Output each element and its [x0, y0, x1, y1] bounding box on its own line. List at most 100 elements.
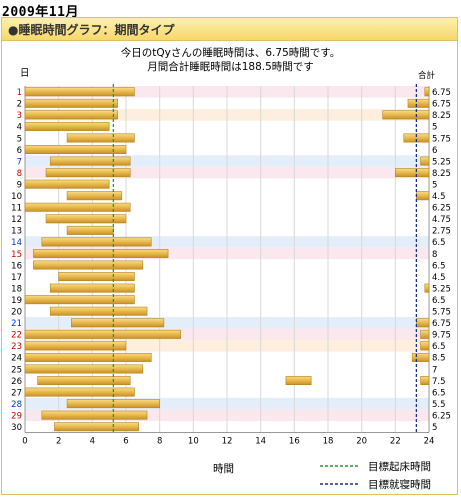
- sleep-bar: [49, 283, 135, 293]
- day-total: 6.75: [432, 319, 451, 329]
- sleep-bar: [24, 202, 131, 212]
- sleep-bar: [37, 376, 131, 386]
- day-total: 8.5: [432, 354, 446, 364]
- x-tick-label: 12: [222, 437, 233, 447]
- x-tick-label: 16: [289, 437, 300, 447]
- x-tick-label: 10: [188, 437, 199, 447]
- day-total: 5.75: [432, 134, 451, 144]
- day-label: 18: [11, 284, 22, 294]
- sleep-bar: [420, 341, 430, 351]
- day-total: 5.75: [432, 308, 451, 318]
- month-title: 2009年11月: [2, 5, 79, 20]
- legend-wake-label: 目標起床時間: [368, 461, 431, 473]
- sleep-bar: [403, 133, 430, 143]
- sleep-bar: [54, 422, 139, 432]
- day-label: 14: [11, 238, 22, 248]
- day-label: 30: [11, 423, 22, 433]
- day-total: 8: [432, 250, 437, 260]
- day-total: 9.75: [432, 331, 451, 341]
- x-tick-label: 18: [323, 437, 334, 447]
- sleep-bar: [411, 352, 430, 362]
- day-total: 5.25: [432, 284, 451, 294]
- day-total: 6: [432, 146, 437, 156]
- day-total: 4.5: [432, 273, 446, 283]
- y-axis-label: 日: [20, 68, 30, 79]
- day-total: 6.5: [432, 261, 446, 271]
- sleep-bar: [70, 318, 165, 328]
- sleep-bar: [45, 214, 127, 224]
- day-label: 28: [11, 400, 22, 410]
- sleep-bar: [24, 98, 118, 108]
- sleep-bar: [33, 260, 144, 270]
- day-total: 6.5: [432, 388, 446, 398]
- day-label: 9: [17, 180, 22, 190]
- sleep-bar: [395, 168, 430, 178]
- day-total: 7: [432, 365, 437, 375]
- x-tick-label: 20: [356, 437, 367, 447]
- sleep-bar: [420, 329, 430, 339]
- day-label: 22: [11, 331, 22, 341]
- sleep-bar: [407, 98, 430, 108]
- day-total: 6.25: [432, 204, 451, 214]
- day-total: 6.75: [432, 88, 451, 98]
- day-label: 29: [11, 411, 22, 421]
- day-label: 20: [11, 308, 22, 318]
- day-label: 5: [17, 134, 22, 144]
- sleep-bar: [45, 168, 131, 178]
- x-tick-label: 2: [56, 437, 61, 447]
- sleep-bar: [66, 191, 123, 201]
- sleep-bar: [24, 295, 135, 305]
- day-label: 8: [17, 169, 22, 179]
- sleep-bar: [33, 249, 169, 258]
- day-total: 6.5: [432, 238, 446, 248]
- day-total: 6.75: [432, 100, 451, 110]
- x-tick-label: 0: [22, 437, 27, 447]
- day-label: 6: [17, 146, 22, 156]
- day-label: 2: [17, 100, 22, 110]
- day-total: 8.25: [432, 111, 451, 121]
- sleep-bar: [24, 329, 182, 339]
- sleep-bar: [58, 272, 135, 282]
- sleep-bar: [416, 318, 430, 328]
- day-label: 13: [11, 227, 22, 237]
- day-label: 7: [17, 157, 22, 167]
- day-total: 5: [432, 123, 437, 133]
- day-label: 1: [17, 88, 22, 98]
- sleep-bar: [24, 364, 144, 374]
- day-total: 5: [432, 180, 437, 190]
- x-tick-label: 8: [157, 437, 162, 447]
- day-total: 4.75: [432, 215, 451, 225]
- day-total: 5.5: [432, 400, 446, 410]
- x-tick-label: 4: [90, 437, 95, 447]
- day-total: 6.5: [432, 296, 446, 306]
- sleep-bar: [24, 145, 127, 155]
- sleep-bar: [41, 237, 152, 247]
- panel-header: ●睡眠時間グラフ：期間タイプ: [2, 18, 457, 41]
- sleep-bar: [24, 341, 127, 351]
- day-total: 5: [432, 423, 437, 433]
- sleep-bar: [420, 156, 430, 166]
- day-label: 25: [11, 365, 22, 375]
- panel-title: ●睡眠時間グラフ：期間タイプ: [8, 23, 175, 37]
- sleep-bar: [66, 225, 114, 235]
- sleep-bar: [66, 133, 135, 143]
- day-label: 23: [11, 342, 22, 352]
- sleep-bar: [49, 156, 131, 166]
- sleep-bar: [416, 191, 430, 201]
- sleep-bar: [285, 376, 312, 386]
- day-total: 8.25: [432, 169, 451, 179]
- sleep-bar: [24, 387, 135, 397]
- sleep-bar: [424, 87, 430, 97]
- day-label: 19: [11, 296, 22, 306]
- day-total: 6.25: [432, 411, 451, 421]
- day-label: 15: [11, 250, 22, 260]
- day-total: 6.5: [432, 342, 446, 352]
- legend-bed-label: 目標就寝時間: [368, 479, 431, 491]
- day-label: 21: [11, 319, 22, 329]
- day-label: 3: [17, 111, 22, 121]
- x-tick-label: 24: [424, 437, 435, 447]
- day-total: 2.75: [432, 227, 451, 237]
- x-tick-label: 6: [123, 437, 128, 447]
- sleep-bar: [49, 306, 148, 316]
- day-label: 10: [11, 192, 22, 202]
